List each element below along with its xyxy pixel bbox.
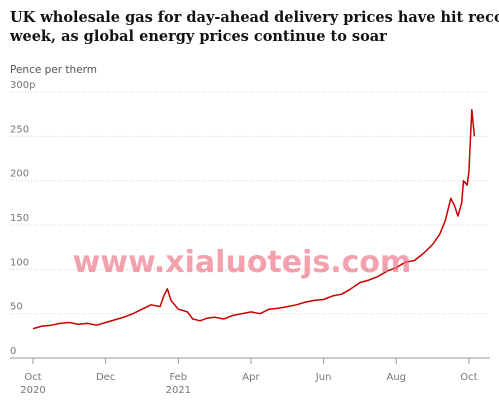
x-tick-label: Oct <box>24 372 41 383</box>
y-tick-label: 0 <box>10 346 16 357</box>
x-tick-label: Aug <box>386 372 406 383</box>
x-tick-label: Feb <box>169 372 187 383</box>
y-tick-label: 100 <box>10 257 29 268</box>
y-tick-label: 200 <box>10 169 29 180</box>
x-tick-year: 2020 <box>20 385 45 396</box>
y-tick-label: 300p <box>10 80 35 91</box>
x-tick-label: Dec <box>96 372 115 383</box>
x-tick-label: Oct <box>460 372 477 383</box>
x-tick-label: Apr <box>242 372 260 383</box>
y-tick-label: 250 <box>10 124 29 135</box>
y-axis-label: Pence per therm <box>10 64 97 76</box>
data-line <box>32 108 476 330</box>
x-tick-label: Jun <box>315 372 332 383</box>
watermark: www.xialuotejs.com <box>73 245 412 280</box>
x-tick-year: 2021 <box>166 385 191 396</box>
chart-title: UK wholesale gas for day-ahead delivery … <box>10 9 499 26</box>
y-tick-label: 50 <box>10 302 23 313</box>
chart-title: week, as global energy prices continue t… <box>9 28 387 45</box>
y-tick-label: 150 <box>10 213 29 224</box>
